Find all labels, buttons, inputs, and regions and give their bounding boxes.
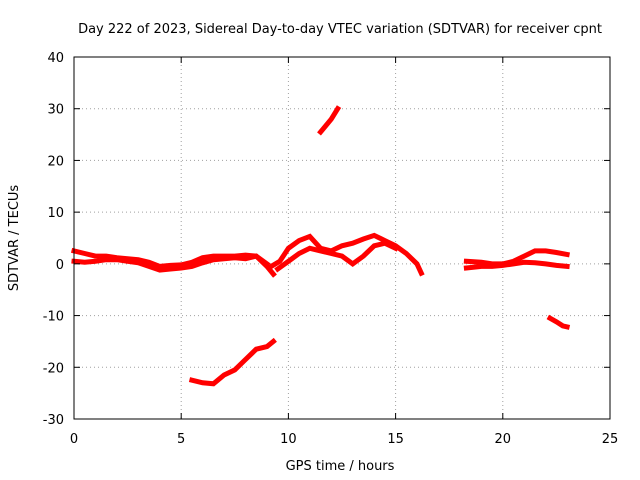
series-track-9 <box>546 314 571 330</box>
y-axis-label: SDTVAR / TECUs <box>7 185 22 292</box>
y-tick-label: -30 <box>43 413 64 428</box>
plot-frame <box>73 56 611 420</box>
series-track-2 <box>71 253 271 273</box>
x-tick-label: 0 <box>70 432 78 447</box>
grid-lines <box>74 57 610 419</box>
y-tick-label: 30 <box>47 103 64 118</box>
y-tick-label: -20 <box>43 361 64 376</box>
x-tick-label: 10 <box>280 432 297 447</box>
x-tick-label: 25 <box>602 432 619 447</box>
series-track-5 <box>188 337 277 387</box>
series-track-7 <box>463 248 571 267</box>
y-tick-label: -10 <box>43 310 64 325</box>
y-tick-label: 0 <box>56 258 64 273</box>
series-track-4 <box>274 240 399 273</box>
x-tick-label: 15 <box>387 432 404 447</box>
series-track-1 <box>70 247 277 278</box>
axis-ticks: 0 5 10 15 20 25 -30 -20 -10 0 10 20 30 40 <box>43 51 619 447</box>
y-tick-label: 20 <box>47 154 64 169</box>
x-tick-label: 20 <box>495 432 512 447</box>
y-tick-label: 10 <box>47 206 64 221</box>
series-track-6 <box>317 105 342 136</box>
series-track-8 <box>463 259 570 271</box>
y-tick-label: 40 <box>47 51 64 66</box>
x-axis-label: GPS time / hours <box>286 459 395 474</box>
chart-title: Day 222 of 2023, Sidereal Day-to-day VTE… <box>78 22 602 37</box>
data-series <box>70 105 571 387</box>
x-tick-label: 5 <box>177 432 185 447</box>
series-track-3 <box>267 232 425 277</box>
